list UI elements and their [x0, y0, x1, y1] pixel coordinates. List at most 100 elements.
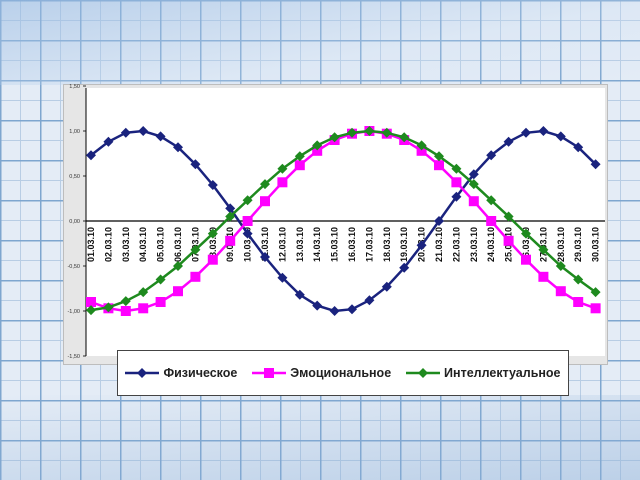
x-category-label: 07.03.10 — [190, 227, 200, 262]
data-point-intellectual — [347, 127, 357, 138]
legend-item-emotional: Эмоциональное — [252, 366, 391, 380]
data-point-physical — [468, 169, 479, 180]
data-point-physical — [225, 203, 236, 214]
data-point-intellectual — [312, 140, 323, 151]
data-point-emotional — [503, 235, 514, 246]
data-point-emotional — [416, 145, 427, 156]
data-point-intellectual — [468, 179, 479, 190]
x-category-label: 18.03.10 — [382, 227, 392, 262]
x-category-label: 06.03.10 — [173, 227, 183, 262]
x-category-label: 10.03.10 — [243, 227, 253, 262]
data-point-physical — [277, 272, 288, 283]
series-line-intellectual — [90, 129, 597, 312]
chart-legend: Физическое Эмоциональное Интеллектуально… — [117, 350, 569, 396]
data-point-emotional — [86, 297, 96, 307]
x-category-label: 28.03.10 — [556, 227, 566, 262]
decorative-band-top — [0, 0, 640, 85]
data-point-emotional — [138, 303, 149, 314]
legend-label-intellectual: Интеллектуальное — [444, 366, 561, 380]
data-point-emotional — [590, 303, 601, 314]
data-point-physical — [190, 159, 201, 170]
data-point-physical — [242, 228, 253, 239]
x-category-label: 21.03.10 — [434, 227, 444, 262]
x-category-label: 11.03.10 — [260, 227, 270, 262]
data-point-intellectual — [486, 195, 497, 206]
x-category-label: 05.03.10 — [156, 227, 166, 262]
data-point-intellectual — [207, 228, 218, 239]
data-point-intellectual — [173, 261, 183, 271]
x-category-label: 30.03.10 — [591, 227, 601, 262]
data-point-intellectual — [242, 195, 253, 206]
x-category-label: 23.03.10 — [469, 227, 479, 262]
data-point-emotional — [434, 160, 444, 171]
data-point-intellectual — [381, 127, 392, 138]
data-point-emotional — [555, 286, 566, 297]
data-point-intellectual — [86, 305, 96, 316]
data-point-physical — [573, 142, 584, 153]
data-point-intellectual — [555, 261, 566, 271]
x-category-label: 27.03.10 — [538, 227, 548, 262]
x-category-label: 15.03.10 — [330, 227, 340, 262]
y-tick-label: 1,50 — [69, 84, 80, 90]
data-point-physical — [155, 131, 166, 142]
data-point-physical — [103, 136, 114, 147]
data-point-physical — [207, 180, 218, 190]
y-tick-label: 1,00 — [69, 129, 80, 135]
data-point-intellectual — [103, 302, 114, 313]
x-category-label: 08.03.10 — [208, 227, 218, 262]
data-point-physical — [590, 159, 601, 170]
data-point-intellectual — [329, 132, 340, 143]
data-point-intellectual — [294, 151, 305, 162]
data-point-intellectual — [434, 151, 444, 162]
data-point-physical — [347, 304, 357, 315]
y-tick-label: -0,50 — [67, 264, 80, 270]
x-category-label: 26.03.10 — [521, 227, 531, 262]
data-point-emotional — [260, 196, 270, 207]
legend-swatch-physical — [125, 368, 160, 378]
data-point-emotional — [521, 254, 531, 265]
data-point-physical — [294, 289, 305, 300]
data-point-physical — [503, 136, 514, 147]
data-point-intellectual — [521, 228, 531, 239]
legend-label-emotional: Эмоциональное — [290, 366, 392, 380]
x-category-label: 03.03.10 — [121, 227, 131, 262]
data-point-intellectual — [364, 126, 375, 136]
x-category-label: 29.03.10 — [573, 227, 583, 262]
data-point-intellectual — [399, 132, 410, 143]
data-point-physical — [399, 262, 410, 273]
data-point-emotional — [486, 216, 497, 226]
data-point-intellectual — [416, 140, 427, 151]
data-point-physical — [120, 127, 131, 138]
x-category-label: 19.03.10 — [399, 227, 409, 262]
legend-swatch-intellectual — [406, 368, 441, 378]
data-point-intellectual — [573, 274, 584, 285]
data-point-physical — [434, 216, 444, 226]
x-category-label: 24.03.10 — [486, 227, 496, 262]
data-point-emotional — [294, 160, 305, 171]
decorative-band-bottom — [0, 395, 640, 480]
data-point-emotional — [173, 286, 183, 297]
y-tick-label: 0,00 — [69, 219, 80, 225]
x-category-label: 16.03.10 — [347, 227, 357, 262]
x-category-label: 01.03.10 — [86, 227, 96, 262]
data-point-physical — [451, 191, 462, 202]
data-point-physical — [260, 252, 270, 262]
data-point-physical — [381, 281, 392, 292]
x-category-label: 04.03.10 — [138, 227, 148, 262]
data-point-emotional — [225, 235, 236, 246]
data-point-physical — [138, 126, 149, 136]
data-point-intellectual — [538, 244, 549, 255]
data-point-intellectual — [155, 274, 166, 285]
data-point-intellectual — [190, 244, 201, 255]
data-point-physical — [538, 126, 549, 136]
data-point-physical — [555, 131, 566, 142]
data-point-emotional — [538, 271, 549, 282]
legend-swatch-emotional — [252, 368, 287, 378]
x-category-label: 02.03.10 — [103, 227, 113, 262]
data-point-emotional — [468, 196, 479, 207]
x-category-label: 17.03.10 — [364, 227, 374, 262]
data-point-intellectual — [138, 287, 149, 298]
data-point-physical — [364, 295, 375, 306]
legend-label-physical: Физическое — [163, 366, 238, 380]
